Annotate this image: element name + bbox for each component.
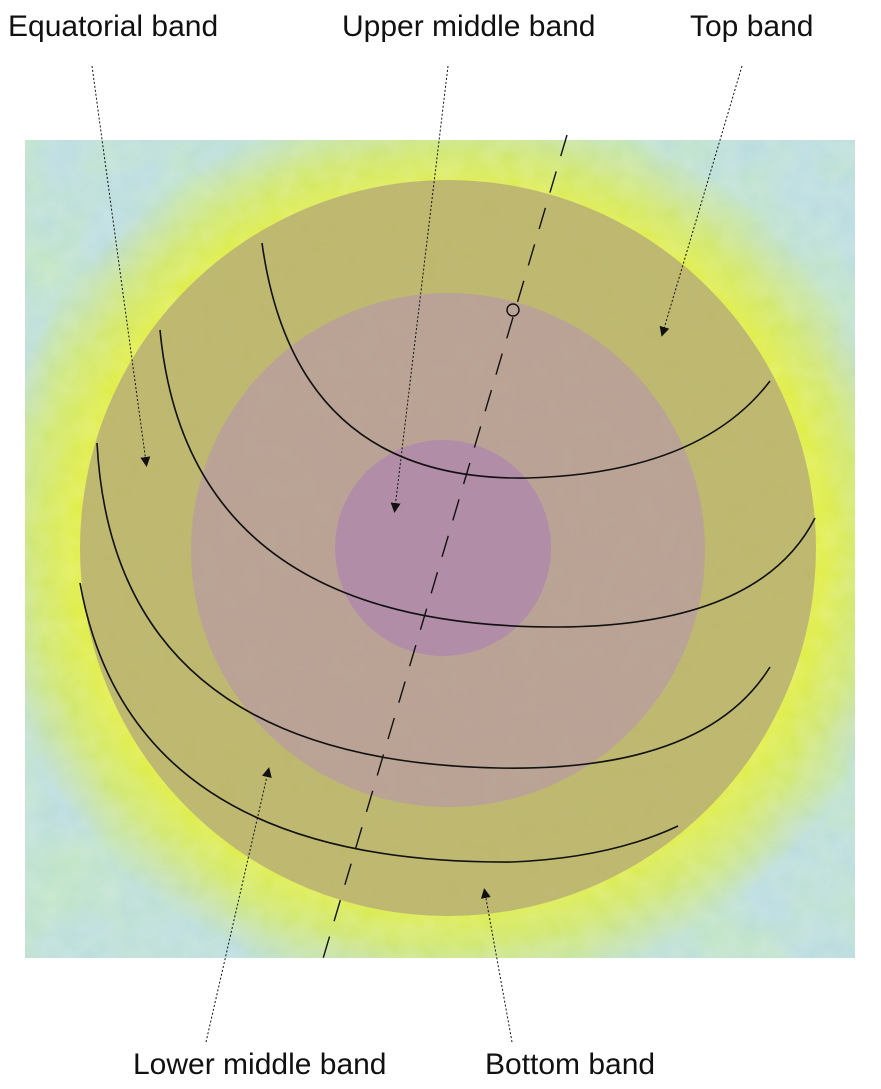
lower-middle-band-label: Lower middle band [133, 1048, 387, 1081]
upper-middle-band-label: Upper middle band [342, 10, 596, 43]
inner-disk [335, 440, 551, 656]
band-arc-equatorial [96, 442, 771, 769]
equatorial-band-label: Equatorial band [8, 10, 219, 43]
bottom-band-label: Bottom band [485, 1048, 656, 1081]
band-arc-upper [159, 329, 816, 628]
rotation-axis [321, 134, 568, 963]
band-arc-top [261, 242, 771, 479]
pole-marker [506, 303, 520, 317]
equatorial-band-pointer [91, 65, 151, 467]
band-arc-lower [79, 582, 679, 863]
bottom-band-pointer [480, 888, 513, 1043]
top-band-label: Top band [690, 10, 814, 43]
